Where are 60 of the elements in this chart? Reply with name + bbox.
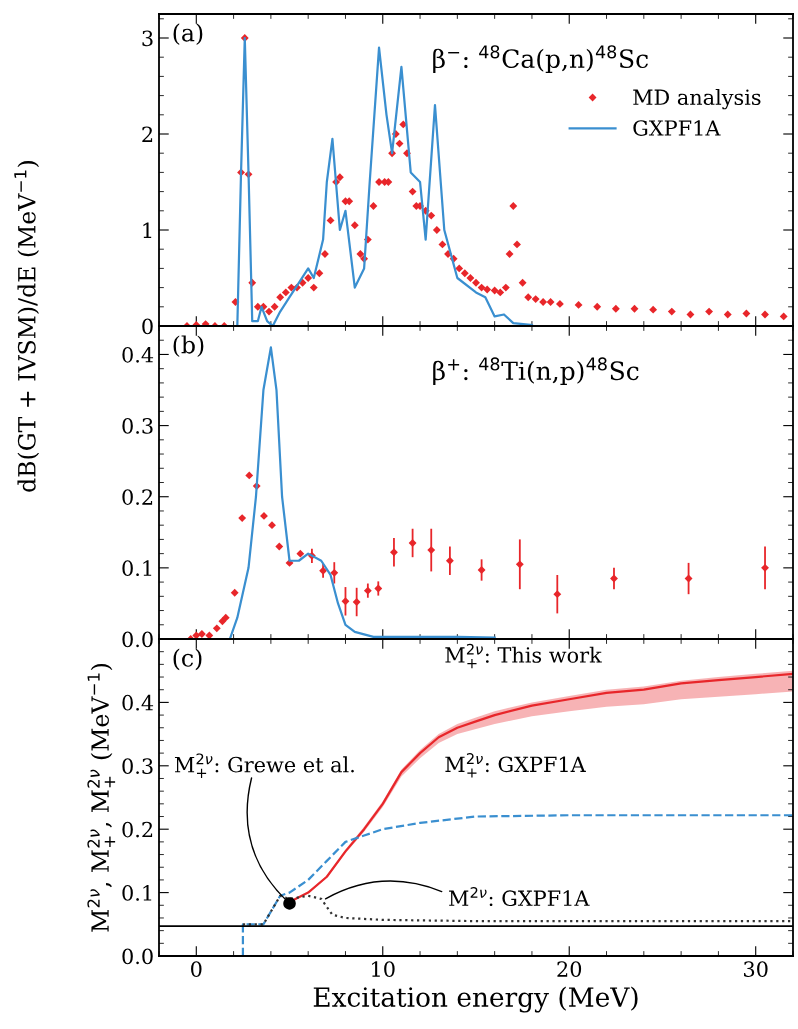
point: [352, 598, 361, 606]
point: [319, 566, 328, 575]
y-tick-label: 0.1: [122, 885, 152, 901]
line-series: [241, 814, 793, 956]
point: [445, 556, 454, 565]
annotation: M$^{2ν}$$_{+}$: Grewe et al.: [174, 753, 354, 778]
point: [761, 563, 769, 572]
point: [390, 548, 398, 557]
legend-label: MD analysis: [633, 88, 761, 110]
y-tick-label: 0: [142, 318, 153, 335]
y-tick-label: 3: [142, 30, 153, 47]
y-tick-label: 2: [142, 126, 153, 142]
y-tick-label: 0.0: [122, 948, 153, 965]
point: [341, 597, 350, 606]
y-tick-label: 1: [143, 222, 152, 238]
point: [427, 546, 436, 555]
y-tick-label: 0.0: [122, 631, 153, 648]
point: [221, 613, 230, 622]
text: M$^{2ν}$, M$^{2ν}$$_{+}$, M$^{2ν}$$_{+}$ (MeV$^{−1}$): [87, 664, 116, 932]
y-tick-label: 0.3: [122, 418, 153, 434]
x-tick-label: 30: [744, 961, 768, 977]
point: [477, 566, 486, 574]
point: [238, 514, 247, 522]
point: [363, 586, 372, 595]
point: [684, 574, 693, 583]
point: [330, 568, 339, 577]
point: [205, 631, 214, 639]
x-tick-label: 20: [557, 961, 582, 977]
y-tick-label: 0.2: [122, 489, 153, 505]
annotation: M$^{2ν}$$_{+}$: This work: [445, 643, 602, 669]
x-tick-label: 0: [191, 961, 202, 977]
point: [296, 549, 305, 558]
y-tick-label: 0.4: [122, 694, 154, 711]
x-axis-title: Excitation energy (MeV): [313, 986, 638, 1013]
annotation: M$^{2ν}$: GXPF1A: [449, 887, 590, 907]
annotation: (a): [173, 23, 203, 45]
annotation: β$^{+}$: $^{48}$Ti(n,p)$^{48}$Sc: [433, 357, 639, 386]
point: [515, 560, 524, 569]
y-tick-label: 0.4: [122, 346, 154, 363]
point: [268, 521, 276, 530]
point: [275, 542, 284, 551]
y-tick-label: 0.1: [122, 560, 152, 577]
legend-label: GXPF1A: [633, 120, 721, 136]
point: [553, 590, 562, 599]
annotation: β$^{−}$: $^{48}$Ca(p,n)$^{48}$Sc: [433, 45, 648, 73]
annotation: M$^{2ν}$$_{+}$: GXPF1A: [445, 753, 586, 778]
point: [245, 471, 254, 480]
annotation: (b): [173, 335, 204, 358]
point: [218, 617, 227, 626]
point: [374, 584, 383, 593]
point: [610, 574, 618, 583]
annotation: (c): [173, 648, 202, 671]
point: [408, 539, 417, 547]
y-tick-label: 0.3: [122, 758, 153, 775]
point: [230, 588, 239, 597]
y-tick-label: 0.2: [122, 821, 153, 838]
y-axis-title: dB(GT + IVSM)/dE (MeV$^{−1}$): [14, 161, 40, 492]
point: [260, 512, 268, 520]
x-tick-label: 10: [372, 961, 395, 977]
point: [212, 624, 221, 633]
